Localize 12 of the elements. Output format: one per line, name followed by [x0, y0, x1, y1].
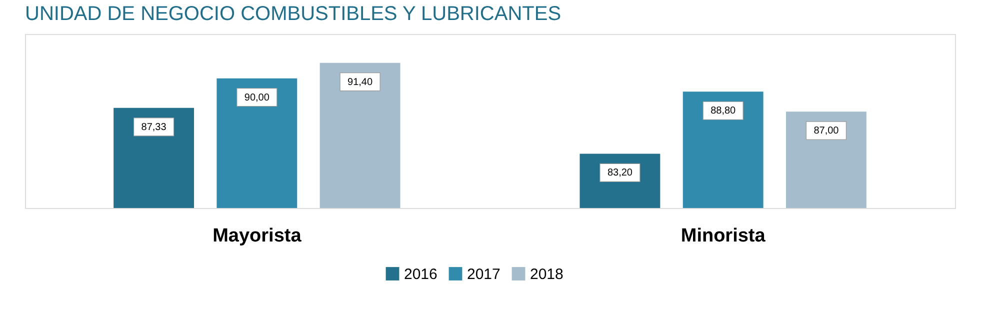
legend-label: 2018 [530, 266, 564, 283]
data-label: 83,20 [607, 168, 633, 179]
legend-label: 2016 [404, 266, 438, 283]
x-tick-label: Mayorista [212, 226, 302, 246]
chart-title: UNIDAD DE NEGOCIO COMBUSTIBLES Y LUBRICANTES [25, 3, 562, 25]
data-label: 87,00 [814, 126, 840, 137]
data-label: 90,00 [244, 92, 270, 104]
x-tick-label: Minorista [680, 226, 766, 246]
legend-label: 2017 [467, 266, 500, 283]
data-label: 88,80 [710, 106, 736, 117]
data-label: 91,40 [348, 76, 373, 88]
data-label: 87,33 [141, 122, 167, 133]
